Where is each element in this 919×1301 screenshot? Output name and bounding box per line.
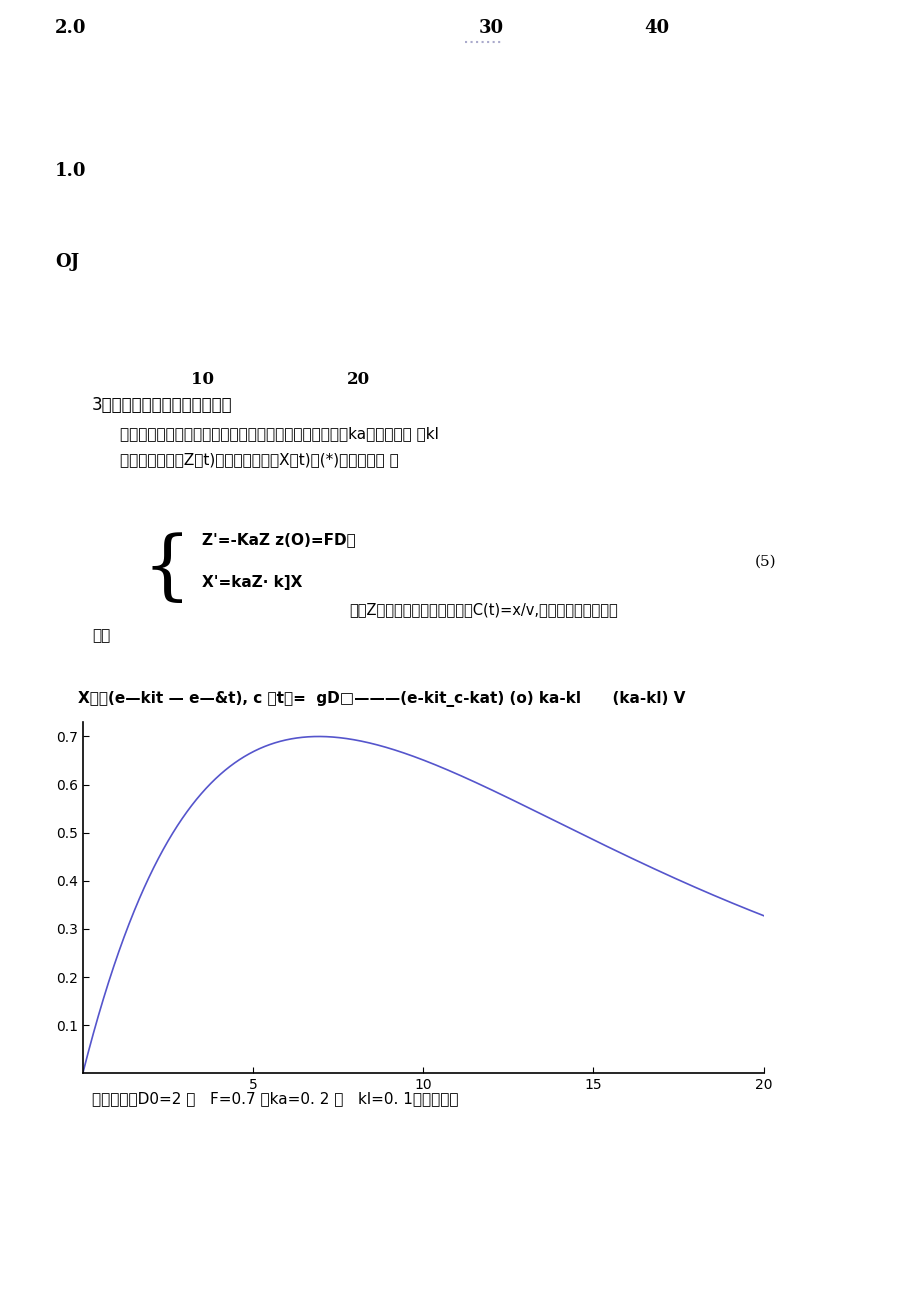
Text: 取特殊情况D0=2 ，   F=0.7 ，ka=0. 2 ，   kl=0. 1其图像为：: 取特殊情况D0=2 ， F=0.7 ，ka=0. 2 ， kl=0. 1其图像为… [92, 1092, 458, 1106]
Text: 吸收室的药量为Z（t)中心室的药量为X（t)由(*)式建立模型 得: 吸收室的药量为Z（t)中心室的药量为X（t)由(*)式建立模型 得 [119, 453, 398, 467]
Text: Z'=-KaZ z(O)=FD。: Z'=-KaZ z(O)=FD。 [202, 532, 356, 546]
Text: 假定药物的吸收和消除都是一级速率，吸收的速率常数为ka消除的速率 为kl: 假定药物的吸收和消除都是一级速率，吸收的速率常数为ka消除的速率 为kl [119, 427, 438, 441]
Text: 消去Z有特征方程求得特解，记C(t)=x/v,得中心室的血药浓度: 消去Z有特征方程求得特解，记C(t)=x/v,得中心室的血药浓度 [349, 602, 618, 617]
Text: OJ: OJ [55, 252, 79, 271]
Text: 30: 30 [478, 18, 503, 36]
Text: 10: 10 [191, 371, 213, 388]
Text: (5): (5) [754, 556, 776, 569]
Text: 40: 40 [643, 18, 668, 36]
Text: X'=kaZ· k]X: X'=kaZ· k]X [202, 575, 302, 589]
Text: ，即: ，即 [92, 628, 110, 643]
Text: 20: 20 [346, 371, 370, 388]
Text: {: { [142, 532, 191, 605]
Text: 1.0: 1.0 [55, 161, 86, 180]
Text: X二浩(e—kit — e—&t), c （t）=  gD□———(e-kit_c-kat) (o) ka-kl      (ka-kl) V: X二浩(e—kit — e—&t), c （t）= gD□———(e-kit_c… [78, 691, 685, 706]
Text: 3、口服或肌肉注射的一室模型: 3、口服或肌肉注射的一室模型 [92, 396, 233, 414]
Text: 2.0: 2.0 [55, 18, 86, 36]
